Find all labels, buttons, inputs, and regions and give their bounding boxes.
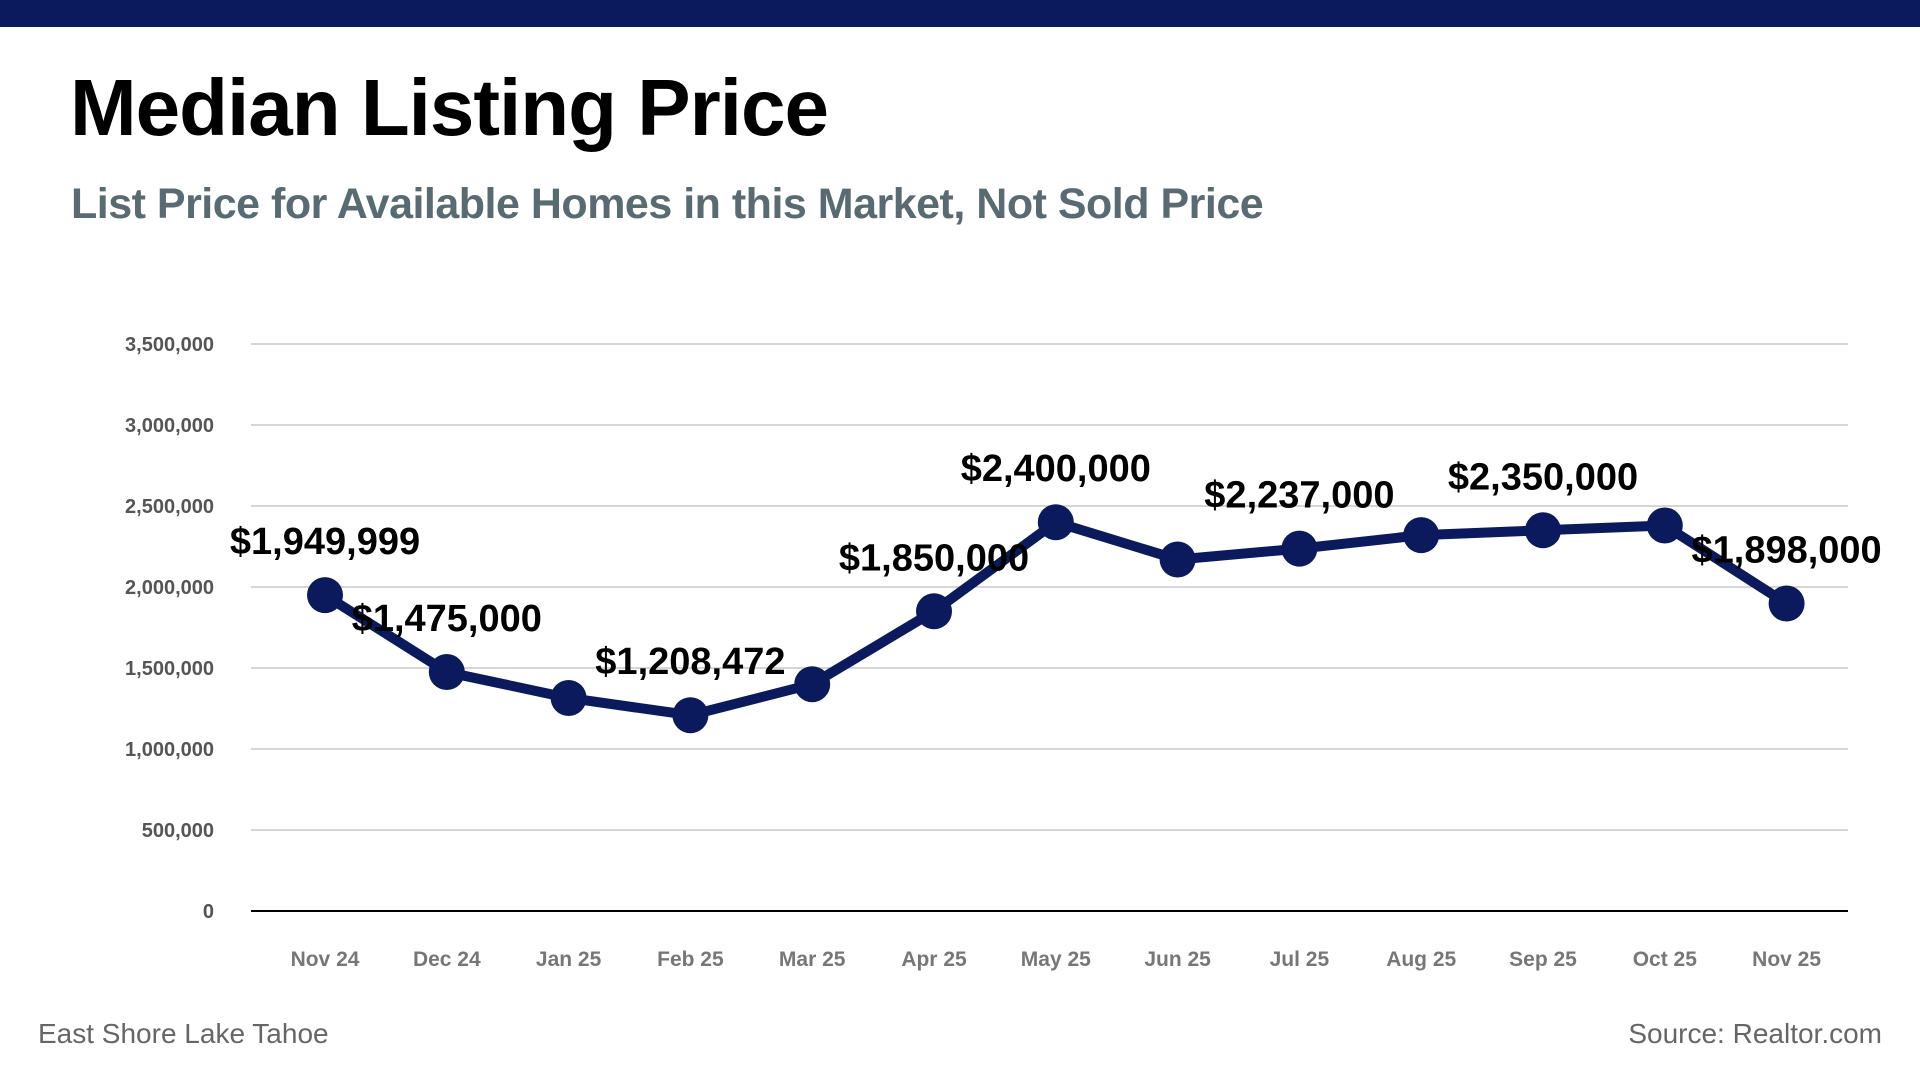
data-point <box>1159 541 1196 578</box>
data-label: $1,208,472 <box>595 641 785 683</box>
data-label: $1,475,000 <box>352 598 542 640</box>
x-tick-label: Dec 24 <box>413 948 481 971</box>
source-label: Source: Realtor.com <box>1628 1018 1882 1049</box>
data-label: $2,400,000 <box>961 448 1151 490</box>
data-point <box>1768 585 1805 622</box>
data-point <box>1037 504 1074 541</box>
data-point <box>1646 507 1683 544</box>
x-tick-label: Jan 25 <box>536 948 602 971</box>
data-point <box>550 679 587 716</box>
x-tick-label: Sep 25 <box>1509 948 1577 971</box>
x-tick-label: Apr 25 <box>901 948 967 971</box>
data-point <box>1525 512 1561 549</box>
y-tick-label: 1,000,000 <box>125 739 214 761</box>
page-title: Median Listing Price <box>70 63 829 152</box>
data-point <box>794 666 831 703</box>
data-point <box>1281 530 1318 567</box>
x-tick-label: Feb 25 <box>657 948 724 971</box>
data-point <box>307 577 343 614</box>
y-tick-label: 2,000,000 <box>125 577 214 599</box>
location-label: East Shore Lake Tahoe <box>38 1018 329 1049</box>
data-label: $1,898,000 <box>1692 530 1882 572</box>
y-tick-label: 0 <box>203 901 214 923</box>
y-tick-label: 3,500,000 <box>125 334 214 356</box>
y-tick-label: 2,500,000 <box>125 496 214 518</box>
series-line <box>322 517 1790 721</box>
data-label: $1,850,000 <box>839 537 1029 579</box>
x-tick-label: Aug 25 <box>1386 948 1456 971</box>
x-tick-label: Jun 25 <box>1144 948 1211 971</box>
data-label: $2,237,000 <box>1204 475 1394 517</box>
x-tick-label: Oct 25 <box>1633 948 1698 971</box>
x-tick-label: Mar 25 <box>779 948 846 971</box>
page-subtitle: List Price for Available Homes in this M… <box>71 180 1264 228</box>
data-point <box>1403 517 1440 554</box>
x-tick-label: Nov 25 <box>1752 948 1821 971</box>
x-tick-label: May 25 <box>1021 948 1091 971</box>
x-tick-label: Nov 24 <box>291 948 360 971</box>
y-tick-label: 500,000 <box>142 820 214 842</box>
data-point <box>672 697 709 734</box>
x-tick-label: Jul 25 <box>1270 948 1330 971</box>
data-point <box>428 654 465 691</box>
data-label: $1,949,999 <box>230 521 420 563</box>
data-label: $2,350,000 <box>1448 456 1638 498</box>
y-tick-label: 3,000,000 <box>125 415 214 437</box>
data-point <box>916 593 952 630</box>
top-banner <box>0 0 1920 27</box>
y-tick-label: 1,500,000 <box>125 658 214 680</box>
